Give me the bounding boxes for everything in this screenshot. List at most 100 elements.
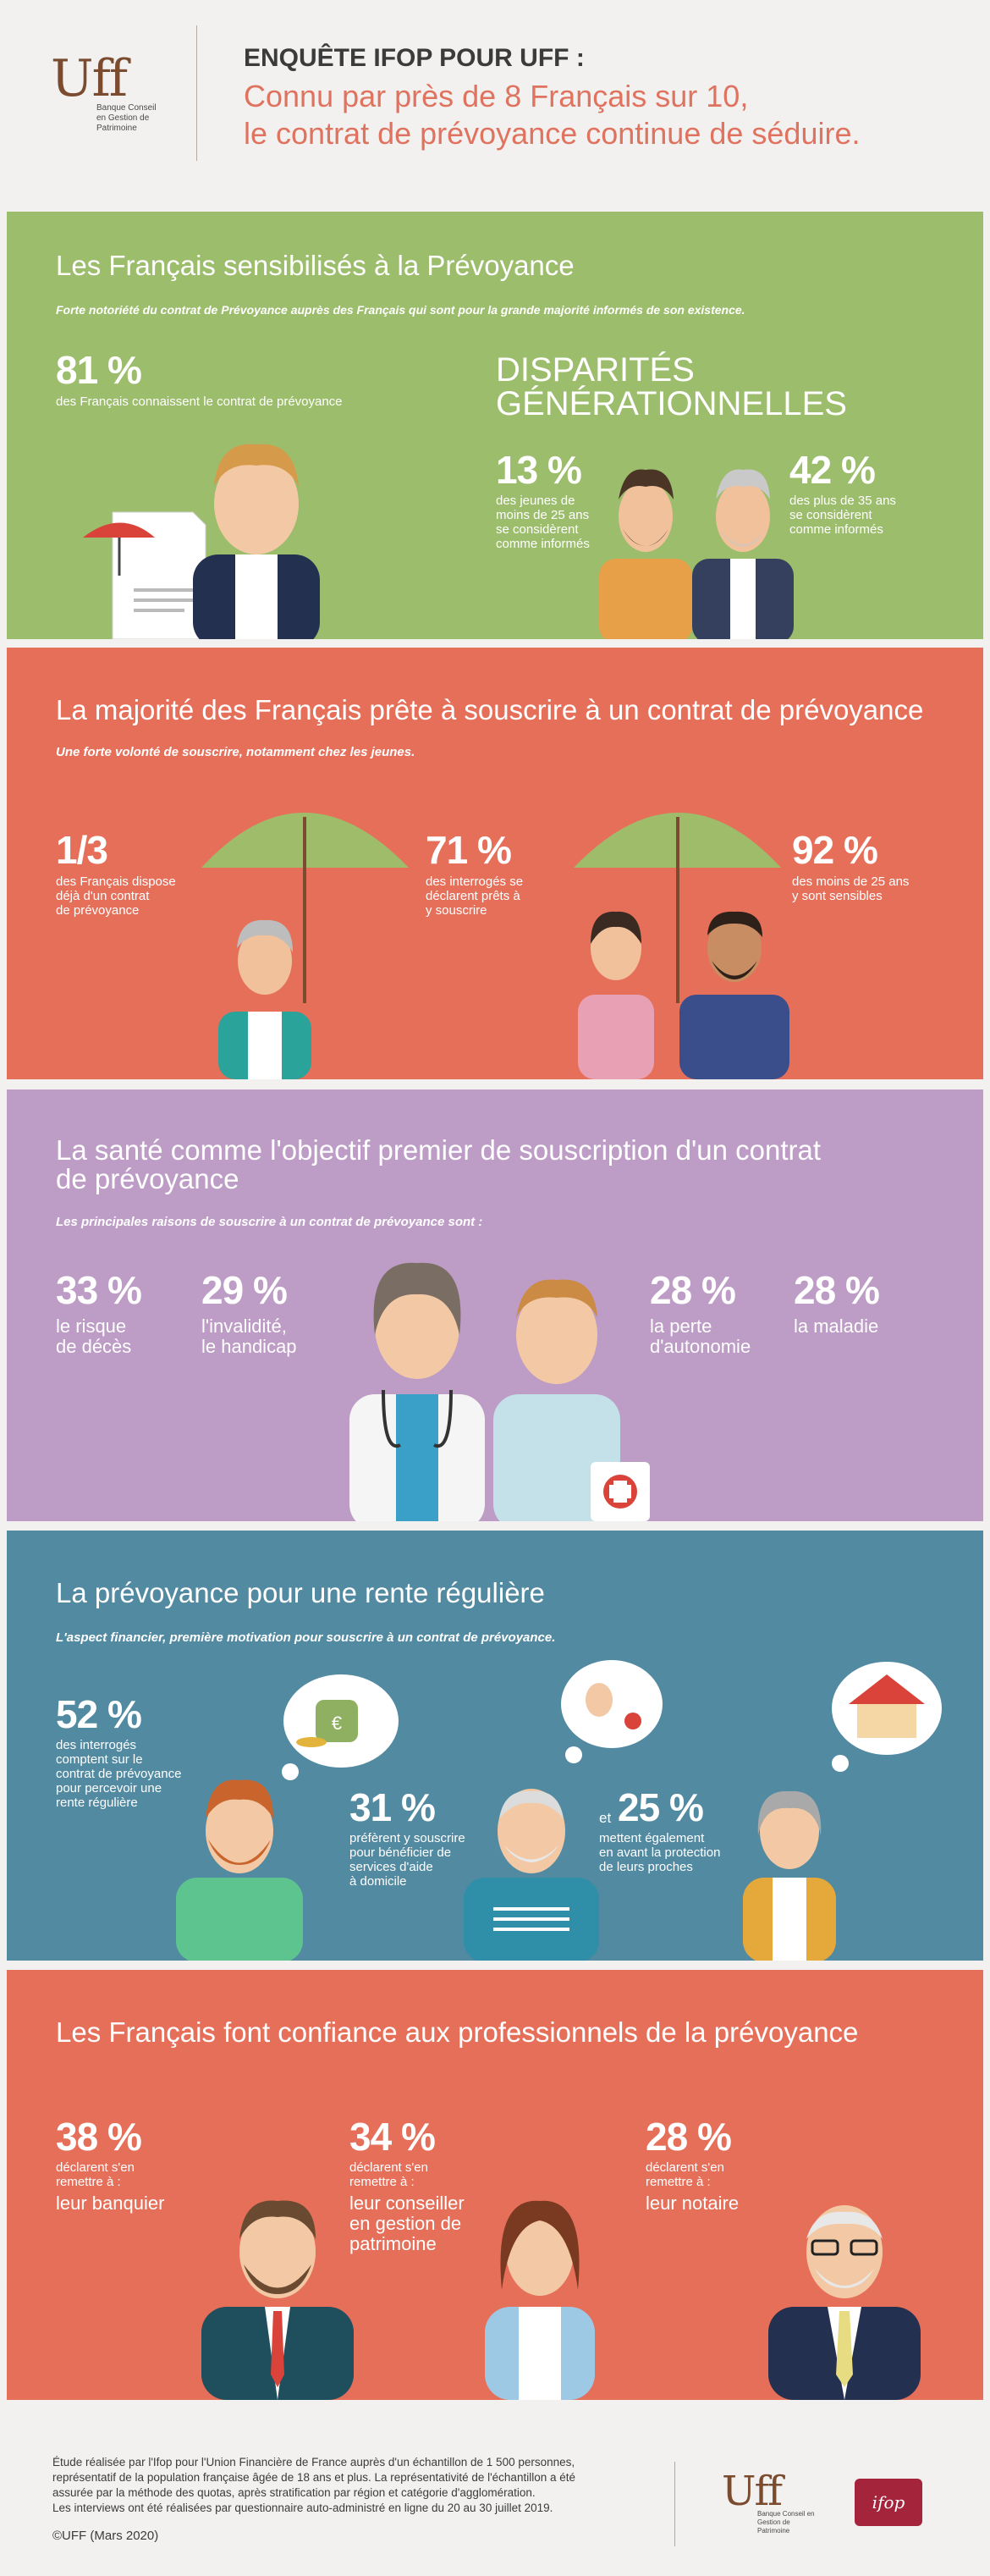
stat-38-line: remettre à : bbox=[56, 2175, 121, 2189]
header-title-line2: le contrat de prévoyance continue de séd… bbox=[244, 116, 861, 151]
section-confiance: Les Français font confiance aux professi… bbox=[7, 1970, 983, 2400]
doctor-patient-illustration bbox=[349, 1262, 650, 1521]
stat-1-3-line: déjà d'un contrat bbox=[56, 889, 150, 903]
family-house-thought-bubble-icon bbox=[832, 1662, 942, 1772]
stat-92-line: des moins de 25 ans bbox=[792, 874, 910, 889]
elderly-man-illustration bbox=[464, 1789, 599, 1961]
stat-71-line: déclarent prêts à bbox=[426, 889, 520, 903]
section-title-line2: de prévoyance bbox=[56, 1163, 239, 1194]
older-woman-illustration bbox=[743, 1790, 836, 1961]
header-divider bbox=[196, 25, 197, 161]
stat-25-text: mettent également en avant la protection… bbox=[599, 1831, 720, 1874]
advisor-woman-illustration bbox=[485, 2200, 595, 2400]
stat-1-3-pct: 1/3 bbox=[56, 828, 108, 872]
stat-31-line: préfèrent y souscrire bbox=[349, 1831, 465, 1845]
stat-38-bold: leur banquier bbox=[56, 2193, 165, 2214]
stat-13-line: comme informés bbox=[496, 537, 590, 551]
stat-52-line: rente régulière bbox=[56, 1795, 138, 1810]
stat-25-line: mettent également bbox=[599, 1831, 705, 1845]
stat-52-pct: 52 % bbox=[56, 1692, 142, 1736]
stat-1-3-line: des Français dispose bbox=[56, 874, 176, 889]
stat-34-bold-line: leur conseiller bbox=[349, 2193, 465, 2214]
stat-28a-pct: 28 % bbox=[650, 1268, 736, 1312]
header bbox=[0, 0, 990, 203]
section-subtitle: L'aspect financier, première motivation … bbox=[56, 1630, 556, 1645]
stat-13-line: moins de 25 ans bbox=[496, 508, 590, 522]
section-title-line1: La santé comme l'objectif premier de sou… bbox=[56, 1134, 822, 1166]
section-title: La prévoyance pour une rente régulière bbox=[56, 1577, 545, 1608]
stat-31-line: à domicile bbox=[349, 1874, 407, 1889]
section-subtitle: Forte notoriété du contrat de Prévoyance… bbox=[56, 303, 745, 317]
stat-28-line: remettre à : bbox=[646, 2175, 711, 2189]
disparites-line2: GÉNÉRATIONNELLES bbox=[496, 385, 847, 422]
footer-line: Étude réalisée par l'Ifop pour l'Union F… bbox=[52, 2456, 575, 2468]
stat-38-line: déclarent s'en bbox=[56, 2160, 135, 2175]
stat-28-pct: 28 % bbox=[646, 2115, 732, 2159]
stat-34-line: déclarent s'en bbox=[349, 2160, 428, 2175]
umbrella-couple-illustration bbox=[574, 813, 789, 1079]
section-subtitle: Une forte volonté de souscrire, notammen… bbox=[56, 745, 415, 759]
stat-81-pct: 81 % bbox=[56, 348, 142, 392]
footer-line: représentatif de la population française… bbox=[52, 2471, 575, 2484]
footer-uff-logo: Uff Banque Conseil en Gestion de Patrimo… bbox=[722, 2468, 817, 2535]
stat-42-line: comme informés bbox=[789, 522, 883, 537]
older-man-illustration bbox=[692, 469, 794, 639]
svg-text:€: € bbox=[332, 1713, 342, 1734]
header-title: Connu par près de 8 Français sur 10, le … bbox=[244, 78, 971, 152]
stat-52-line: pour percevoir une bbox=[56, 1781, 162, 1795]
stat-42-pct: 42 % bbox=[789, 448, 876, 492]
stat-34-bold: leur conseiller en gestion de patrimoine bbox=[349, 2193, 465, 2254]
stat-34-bold-line: patrimoine bbox=[349, 2233, 437, 2254]
stat-1-3-text: des Français dispose déjà d'un contrat d… bbox=[56, 874, 176, 918]
stat-28-text: déclarent s'en remettre à : bbox=[646, 2160, 724, 2189]
stat-52-line: contrat de prévoyance bbox=[56, 1767, 182, 1781]
stat-92-text: des moins de 25 ans y sont sensibles bbox=[792, 874, 909, 903]
stat-25-line: de leurs proches bbox=[599, 1860, 693, 1874]
stat-28-bold: leur notaire bbox=[646, 2193, 740, 2214]
logo-subtitle: Banque Conseil en Gestion de Patrimoine bbox=[96, 103, 157, 133]
stat-13-line: se considèrent bbox=[496, 522, 579, 537]
stat-71-line: y souscrire bbox=[426, 903, 487, 918]
stat-28b-pct: 28 % bbox=[794, 1268, 880, 1312]
stat-71-pct: 71 % bbox=[426, 828, 512, 872]
ifop-logo: ifop bbox=[855, 2479, 922, 2526]
stat-38-text: déclarent s'en remettre à : bbox=[56, 2160, 135, 2189]
section-title: Les Français font confiance aux professi… bbox=[56, 2016, 859, 2048]
section-souscrire: La majorité des Français prête à souscri… bbox=[7, 648, 983, 1079]
stat-52-line: des interrogés bbox=[56, 1738, 137, 1752]
stat-92-line: y sont sensibles bbox=[792, 889, 883, 903]
stat-71-text: des interrogés se déclarent prêts à y so… bbox=[426, 874, 523, 918]
footer-logo-subtitle: Banque Conseil en Gestion de Patrimoine bbox=[757, 2510, 815, 2535]
young-man-illustration bbox=[599, 469, 692, 639]
stat-33-pct: 33 % bbox=[56, 1268, 142, 1312]
section-rente: La prévoyance pour une rente régulière L… bbox=[7, 1531, 983, 1961]
stat-29-line: l'invalidité, bbox=[201, 1316, 287, 1337]
footer-line: Les interviews ont été réalisées par que… bbox=[52, 2502, 553, 2514]
disparites-line1: DISPARITÉS bbox=[496, 351, 695, 389]
stat-29-line: le handicap bbox=[201, 1336, 297, 1357]
stat-42-line: se considèrent bbox=[789, 508, 872, 522]
stat-25-prefix: et bbox=[599, 1810, 612, 1826]
stat-52-line: comptent sur le bbox=[56, 1752, 143, 1767]
umbrella-woman-illustration bbox=[201, 813, 409, 1079]
footer-logo-wordmark: Uff bbox=[722, 2468, 783, 2515]
stat-31-text: préfèrent y souscrire pour bénéficier de… bbox=[349, 1831, 465, 1889]
footer-divider bbox=[674, 2462, 675, 2546]
stat-25-line: en avant la protection bbox=[599, 1845, 721, 1860]
stat-42-line: des plus de 35 ans bbox=[789, 494, 896, 508]
footer bbox=[0, 2408, 990, 2576]
stat-28b-text: la maladie bbox=[794, 1316, 879, 1337]
stat-29-text: l'invalidité, le handicap bbox=[201, 1316, 297, 1357]
stat-33-text: le risque de décès bbox=[56, 1316, 131, 1357]
stat-34-line: remettre à : bbox=[349, 2175, 415, 2189]
stat-28a-text: la perte d'autonomie bbox=[650, 1316, 751, 1357]
stat-34-pct: 34 % bbox=[349, 2115, 436, 2159]
footer-line: assurée par la méthode des quotas, après… bbox=[52, 2486, 536, 2499]
section-title: La majorité des Français prête à souscri… bbox=[56, 694, 924, 725]
stat-71-line: des interrogés se bbox=[426, 874, 524, 889]
stat-31-line: pour bénéficier de bbox=[349, 1845, 452, 1860]
money-thought-bubble-icon: € bbox=[282, 1674, 399, 1780]
stat-52-text: des interrogés comptent sur le contrat d… bbox=[56, 1738, 181, 1810]
section-title: Les Français sensibilisés à la Prévoyanc… bbox=[56, 250, 575, 281]
stat-31-line: services d'aide bbox=[349, 1860, 433, 1874]
